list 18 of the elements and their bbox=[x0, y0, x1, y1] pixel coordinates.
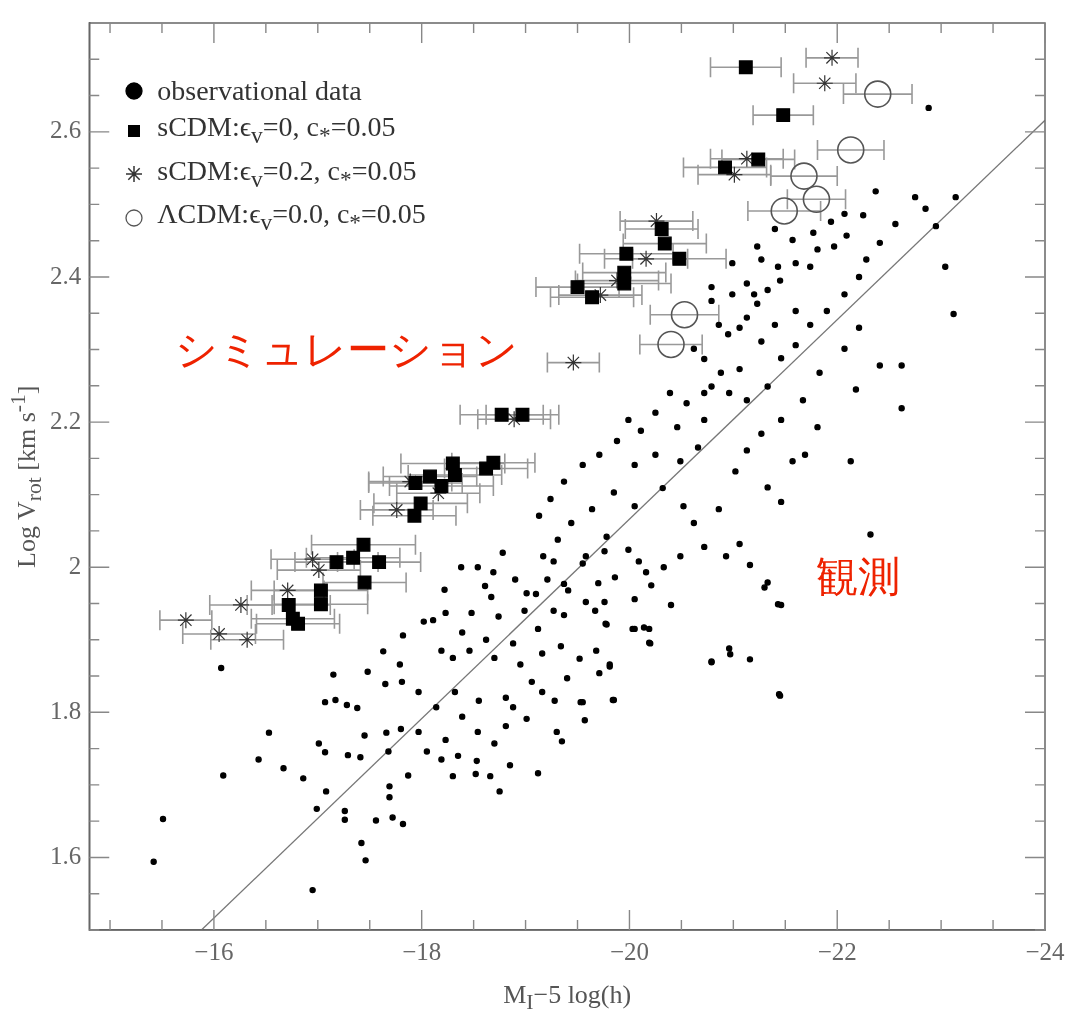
legend-label: sCDM:ϵ$_{v}$=0.2, c$_{*}$=0.05 bbox=[157, 153, 417, 194]
legend-label: sCDM:ϵ$_{v}$=0, c$_{*}$=0.05 bbox=[157, 110, 396, 150]
x-tick-label: −20 bbox=[609, 937, 650, 965]
x-axis-title: M$_{I}$−5 log(h) bbox=[503, 980, 632, 1016]
y-tick-label: 2.2 bbox=[50, 406, 82, 434]
y-tick-label: 2 bbox=[68, 551, 82, 579]
x-tick-label: −18 bbox=[402, 937, 442, 965]
y-tick-label: 1.6 bbox=[50, 842, 82, 869]
legend-label: ΛCDM:ϵ$_{v}$=0.0, c$_{*}$=0.05 bbox=[157, 197, 426, 237]
y-tick-label: 2.6 bbox=[50, 116, 82, 144]
annotation: シミュレーション bbox=[175, 326, 519, 376]
legend-label: observational data bbox=[157, 74, 362, 108]
x-tick-label: −22 bbox=[817, 937, 857, 965]
y-tick-label: 2.4 bbox=[50, 261, 82, 289]
y-tick-label: 1.8 bbox=[50, 696, 82, 724]
x-tick-label: −24 bbox=[1025, 937, 1066, 965]
annotation: 観測 bbox=[815, 553, 900, 603]
x-tick-label: −16 bbox=[194, 937, 234, 965]
